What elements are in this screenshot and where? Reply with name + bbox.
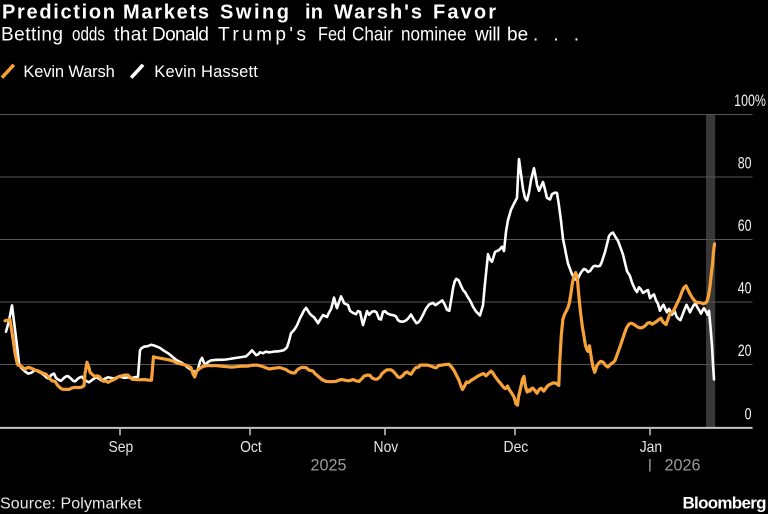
svg-text:Markets: Markets bbox=[123, 2, 209, 24]
svg-text:that: that bbox=[114, 24, 148, 45]
svg-text:2025: 2025 bbox=[311, 456, 347, 474]
svg-text:Favor: Favor bbox=[433, 2, 496, 24]
svg-text:Fed: Fed bbox=[318, 23, 346, 44]
svg-text:80: 80 bbox=[738, 155, 752, 173]
svg-text:Bloomberg: Bloomberg bbox=[683, 493, 767, 512]
svg-text:Chair: Chair bbox=[352, 23, 393, 44]
svg-text:Prediction: Prediction bbox=[2, 2, 115, 24]
svg-text:Jan: Jan bbox=[640, 438, 662, 456]
svg-text:be: be bbox=[507, 24, 528, 45]
svg-text:in: in bbox=[305, 2, 323, 24]
svg-text:Source: Polymarket: Source: Polymarket bbox=[0, 496, 142, 513]
svg-text:Betting: Betting bbox=[1, 24, 63, 45]
svg-text:2026: 2026 bbox=[665, 456, 701, 474]
svg-text:60: 60 bbox=[738, 217, 752, 235]
svg-text:Kevin Hassett: Kevin Hassett bbox=[154, 63, 258, 81]
svg-text:Donald: Donald bbox=[152, 24, 209, 45]
svg-text:20: 20 bbox=[738, 342, 752, 360]
svg-text:Warsh's: Warsh's bbox=[334, 2, 422, 24]
svg-text:odds: odds bbox=[72, 23, 105, 45]
svg-text:Nov: Nov bbox=[374, 438, 399, 456]
svg-text:Oct: Oct bbox=[240, 438, 262, 456]
svg-text:nominee: nominee bbox=[401, 23, 467, 44]
svg-text:Swing: Swing bbox=[220, 2, 289, 24]
svg-text:40: 40 bbox=[738, 280, 752, 298]
svg-text:will: will bbox=[474, 24, 501, 45]
svg-text:100%: 100% bbox=[734, 92, 766, 110]
svg-text:Dec: Dec bbox=[504, 438, 529, 456]
svg-text:Sep: Sep bbox=[109, 438, 134, 456]
svg-text:Kevin Warsh: Kevin Warsh bbox=[23, 63, 114, 81]
svg-text:0: 0 bbox=[745, 406, 752, 424]
